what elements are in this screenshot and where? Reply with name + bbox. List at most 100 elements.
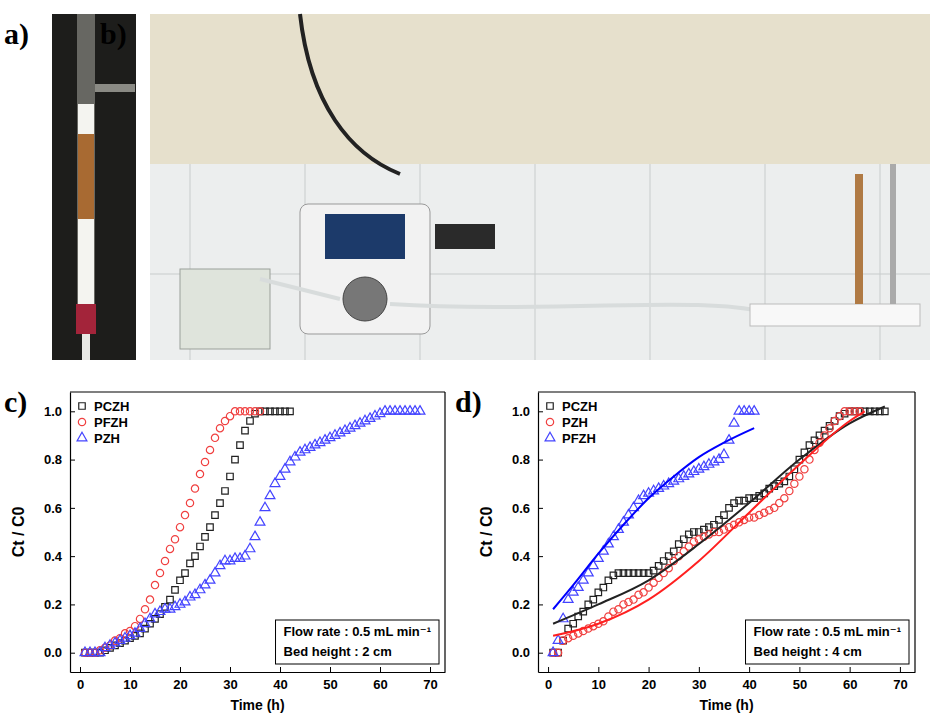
data-point [826,425,833,432]
x-tick: 0 [545,667,552,692]
data-point [202,534,208,540]
y-tick-mark [70,460,75,461]
data-point [400,406,410,415]
y-tick-label: 1.0 [44,404,62,419]
data-point [744,406,754,415]
x-tick-mark [80,667,81,672]
data-point [232,456,238,462]
stopper [76,304,96,334]
x-tick-label: 50 [793,677,807,692]
y-tick-mark [70,508,75,509]
y-tick-mark [70,411,75,412]
y-tick-label: 0.6 [512,501,530,516]
plot-area [80,406,425,657]
y-tick-label: 0.8 [512,452,530,467]
x-tick: 70 [893,667,907,692]
annotation-frame [276,620,439,664]
data-point [590,596,596,602]
data-point [90,647,100,656]
y-tick-mark [538,604,543,605]
annotation: Flow rate : 0.5 mL min⁻¹ [754,624,901,639]
frame-right [444,392,445,672]
pump-screen [325,214,405,259]
x-axis: 010203040506070 [539,667,916,692]
legend: PCZHPFZHPZH [77,399,129,446]
y-tick-label: 0.4 [512,549,531,564]
data-point [801,466,808,473]
tile-joint [650,164,651,360]
y-tick-mark [538,508,543,509]
legend-marker [77,432,87,441]
adsorbent-bed [78,134,94,219]
x-tick: 60 [843,667,857,692]
panel-label: d) [455,385,482,419]
side-arm [95,84,135,92]
x-tick-mark [430,667,431,672]
data-point [242,427,248,433]
y-axis-line [70,393,71,673]
fit-line [553,411,865,635]
y-tick: 1.0 [512,404,543,419]
y-tick-label: 0.2 [512,597,530,612]
legend-label: PZH [94,431,120,446]
data-point [191,485,198,492]
y-tick-mark [538,556,543,557]
data-point [207,524,213,530]
cotton-bottom [78,219,94,304]
data-point [260,502,270,511]
power-supply [435,224,495,249]
data-point [227,473,233,479]
x-tick-mark [548,667,549,672]
tile-joint [765,164,766,360]
tubing [260,279,770,314]
data-point [177,577,183,583]
y-tick: 0.8 [44,452,75,467]
x-tick: 30 [223,667,237,692]
data-point [156,569,163,576]
annotation: Bed height : 4 cm [754,644,862,659]
x-tick: 40 [742,667,756,692]
y-tick-mark [538,653,543,654]
x-axis-title: Time (h) [230,697,284,713]
data-point [167,596,173,602]
y-tick-mark [70,556,75,557]
x-tick-label: 30 [692,677,706,692]
data-point [739,406,749,415]
data-point [217,500,223,506]
x-tick-label: 10 [123,677,137,692]
cable [300,14,400,174]
data-point [734,406,744,415]
x-tick-mark [799,667,800,672]
data-point [570,620,576,626]
x-tick-label: 30 [223,677,237,692]
data-point [380,406,390,415]
data-point [212,512,218,518]
legend-label: PZH [562,415,588,430]
data-point [721,512,727,518]
x-tick-label: 40 [742,677,756,692]
chart: 0102030405060700.00.20.40.60.81.0Time (h… [4,385,446,713]
y-axis-title: Ct / C0 [478,507,495,558]
tubing [82,334,90,360]
x-tick: 70 [423,667,437,692]
legend-marker [79,403,85,409]
panel-label: c) [4,385,27,419]
x-tick-label: 70 [423,677,437,692]
x-tick-label: 70 [893,677,907,692]
data-point [245,543,255,552]
data-point [161,557,168,564]
x-tick-label: 0 [77,677,84,692]
data-point [749,406,759,415]
x-tick-label: 0 [545,677,552,692]
y-tick: 0.0 [512,645,543,660]
data-point [796,473,803,480]
data-point [197,543,203,549]
legend-label: PCZH [94,399,129,414]
x-tick-label: 50 [323,677,337,692]
data-point [405,406,415,415]
legend-marker [78,418,85,425]
data-point [230,553,240,562]
legend-label: PFZH [94,415,128,430]
y-tick: 0.6 [512,501,543,516]
x-axis: 010203040506070 [71,667,446,692]
